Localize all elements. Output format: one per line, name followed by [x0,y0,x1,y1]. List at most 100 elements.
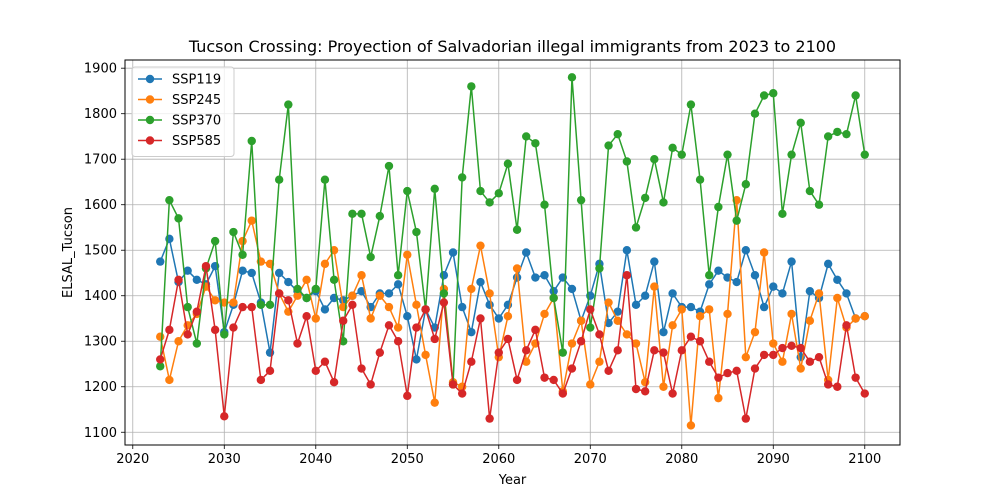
data-point-ssp119 [668,289,677,298]
data-point-ssp119 [842,289,851,298]
data-point-ssp585 [403,391,412,401]
data-point-ssp245 [238,236,247,246]
data-point-ssp245 [476,241,485,250]
data-point-ssp245 [430,398,439,407]
data-point-ssp585 [393,337,403,346]
data-point-ssp370 [375,211,385,221]
data-point-ssp370 [778,209,787,219]
data-point-ssp370 [384,161,394,171]
data-point-ssp245 [512,264,522,273]
data-point-ssp245 [631,339,641,348]
data-point-ssp585 [814,352,824,362]
data-point-ssp119 [448,248,458,257]
data-point-ssp245 [613,316,622,325]
data-point-ssp370 [540,200,549,209]
x-tick-label: 2040 [299,452,332,467]
data-point-ssp370 [220,330,229,339]
data-point-ssp245 [393,323,403,332]
data-point-ssp119 [384,289,394,298]
legend-marker-ssp119 [145,74,155,84]
data-point-ssp119 [741,246,751,255]
data-point-ssp119 [705,280,714,289]
data-point-ssp585 [650,346,659,355]
data-point-ssp585 [805,357,815,366]
data-point-ssp119 [183,266,192,275]
legend-entry-ssp370: SSP370 [138,114,221,129]
data-point-ssp245 [604,298,613,307]
y-tick-label: 1600 [84,198,117,213]
data-point-ssp585 [823,380,833,389]
legend: SSP119 SSP245 SSP370 SSP585 [131,66,235,157]
data-point-ssp119 [522,248,531,257]
series-line-ssp370 [159,76,866,386]
data-point-ssp370 [833,127,842,137]
data-point-ssp585 [476,314,485,323]
data-point-ssp119 [320,305,330,314]
x-tick-label: 2050 [391,452,424,467]
data-point-ssp370 [769,89,778,98]
data-point-ssp245 [860,312,869,321]
data-point-ssp119 [714,266,723,275]
data-point-ssp119 [759,302,769,312]
legend-marker-ssp245 [145,95,155,104]
data-point-ssp370 [860,150,869,159]
data-point-ssp585 [796,343,805,353]
data-point-ssp370 [668,143,677,153]
data-point-ssp245 [741,352,751,362]
data-point-ssp245 [833,293,842,303]
data-point-ssp585 [549,375,558,385]
data-point-ssp585 [677,346,686,355]
data-point-ssp119 [274,268,284,278]
data-point-ssp119 [457,302,467,312]
data-point-ssp370 [595,264,604,273]
data-point-ssp245 [714,393,723,403]
data-point-ssp370 [640,193,650,203]
data-point-ssp370 [759,91,769,100]
data-point-ssp370 [503,159,513,168]
data-point-ssp370 [650,155,659,164]
data-point-ssp119 [540,271,549,280]
data-point-ssp245 [595,357,604,366]
x-tick-label: 2070 [574,452,607,467]
data-point-ssp245 [503,312,513,321]
legend-box [131,66,235,157]
data-point-ssp585 [522,346,531,355]
data-point-ssp585 [201,261,211,271]
data-point-ssp370 [586,323,595,332]
data-point-ssp119 [659,327,668,337]
x-tick-label: 2080 [665,452,698,467]
data-point-ssp585 [686,332,696,341]
data-point-ssp585 [439,298,449,307]
data-point-ssp585 [320,357,330,366]
data-point-ssp119 [403,312,412,321]
data-point-ssp245 [814,289,824,298]
chart-title: Tucson Crossing: Proyection of Salvadori… [188,37,836,56]
y-tick-label: 1100 [84,426,117,441]
data-point-ssp370 [183,302,192,312]
data-point-ssp119 [631,300,641,310]
data-point-ssp585 [412,323,421,332]
data-point-ssp370 [403,186,412,196]
data-point-ssp585 [457,389,467,398]
data-point-ssp119 [750,271,760,280]
data-point-ssp585 [467,357,476,366]
data-point-ssp119 [467,327,476,337]
data-point-ssp119 [823,259,833,269]
data-point-ssp585 [384,321,394,330]
data-point-ssp585 [284,296,293,305]
data-point-ssp585 [540,373,549,382]
data-point-ssp370 [787,150,796,159]
data-point-ssp119 [485,300,494,310]
data-point-ssp119 [622,246,632,255]
data-point-ssp585 [210,325,220,335]
data-point-ssp370 [677,150,686,159]
data-point-ssp245 [787,309,796,319]
data-point-ssp245 [778,357,787,366]
data-point-ssp370 [412,227,421,237]
data-point-ssp370 [156,362,165,371]
data-point-ssp245 [210,296,220,305]
data-point-ssp585 [421,305,430,314]
y-tick-label: 1900 [84,62,117,77]
data-point-ssp585 [851,373,860,382]
data-point-ssp119 [439,271,449,280]
